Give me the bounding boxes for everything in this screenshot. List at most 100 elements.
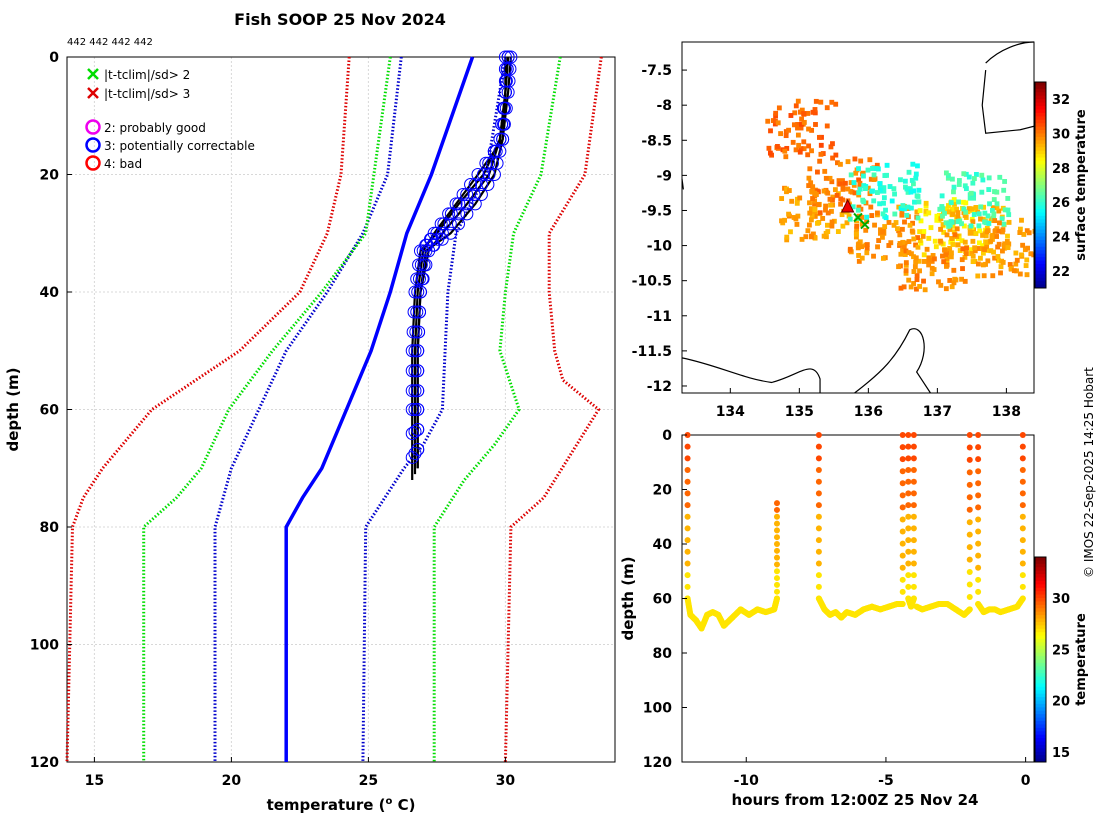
map-frame (681, 41, 1035, 394)
colorbar-swatch (1035, 717, 1046, 722)
colorbar-swatch (1035, 594, 1046, 599)
sst-cell (1002, 179, 1008, 184)
sst-cell (795, 125, 801, 131)
sst-cell (995, 254, 1001, 259)
sst-cell (911, 188, 917, 194)
sample-point (1019, 432, 1026, 438)
sst-cell (1006, 241, 1012, 247)
sst-cell (825, 229, 831, 235)
sst-cell (1000, 227, 1006, 233)
sst-cell (970, 219, 976, 225)
sst-cell (921, 259, 927, 264)
sst-cell (853, 170, 859, 176)
colorbar-swatch (1035, 731, 1046, 736)
sst-cell (981, 204, 987, 210)
sst-cell (990, 205, 996, 211)
observed-cast-2-line (416, 57, 507, 469)
colorbar-swatch (1035, 253, 1046, 258)
qc-flag-circle (416, 272, 430, 286)
sst-cell (1024, 257, 1030, 263)
sst-cell (933, 244, 939, 250)
sst-cell (962, 254, 968, 260)
sst-cell (871, 172, 877, 178)
colorbar-swatch (1035, 136, 1046, 141)
legend-cross-marker (87, 68, 99, 80)
sst-cell (869, 188, 875, 194)
sst-cell (838, 201, 844, 207)
y-tick-label: -7.5 (641, 63, 672, 79)
sample-point (905, 490, 912, 497)
sample-point (966, 581, 973, 588)
sst-cell (782, 217, 788, 223)
colorbar-swatch (1035, 164, 1046, 169)
sst-cell (947, 226, 953, 232)
sst-cell (913, 175, 919, 181)
colorbar-swatch (1035, 270, 1046, 275)
sst-cell (822, 168, 828, 174)
sample-point (905, 513, 912, 520)
sample-point (815, 560, 822, 567)
sst-cell (923, 208, 929, 214)
sst-cell (784, 189, 789, 195)
sample-point (975, 528, 982, 535)
colorbar-swatch (1035, 181, 1046, 186)
qc-flag-circle (434, 217, 448, 231)
sst-cell (861, 199, 867, 205)
sample-point (684, 513, 691, 520)
sst-cell (955, 210, 961, 216)
sst-cell (827, 175, 833, 181)
unit-suffix: C) (392, 796, 415, 814)
sst-cell (857, 239, 863, 245)
sst-cell (942, 210, 947, 216)
sst-cell (779, 218, 784, 224)
sst-cell (905, 204, 911, 210)
sst-cell (775, 120, 781, 126)
sample-point (773, 527, 780, 534)
sst-cell (955, 242, 961, 248)
sample-point (815, 490, 822, 497)
colorbar-swatch (1035, 635, 1046, 640)
sample-point (899, 444, 906, 451)
sst-cell (992, 189, 997, 195)
sst-cell (911, 281, 916, 286)
sst-cell (827, 196, 833, 202)
sst-cell (824, 105, 830, 111)
sst-cell (829, 179, 835, 185)
sample-point (684, 560, 691, 567)
sample-point (905, 502, 912, 509)
sst-cell (1021, 231, 1027, 237)
sst-cell (793, 103, 799, 109)
sst-cell (942, 247, 947, 253)
sst-cell (991, 249, 996, 255)
sample-point (899, 468, 906, 475)
sst-cell (810, 184, 816, 190)
sample-point (899, 480, 906, 487)
sst-cell (1025, 245, 1030, 251)
colorbar-swatch (1035, 226, 1046, 231)
sample-point (966, 456, 973, 463)
colorbar-swatch (1035, 109, 1046, 114)
sst-cell (949, 236, 955, 241)
sample-point (966, 556, 973, 563)
sst-cell (880, 255, 886, 261)
sst-cell (886, 243, 892, 248)
colorbar-swatch (1035, 274, 1046, 279)
sst-cell (1000, 259, 1006, 265)
colorbar-swatch (1035, 250, 1046, 255)
colorbar-swatch (1035, 632, 1046, 637)
sst-cell (996, 228, 1002, 234)
sst-cell (902, 219, 907, 225)
colorbar-swatch (1035, 639, 1046, 643)
y-tick-label: 100 (30, 638, 59, 654)
colorbar-swatch (1035, 188, 1046, 193)
sst-cell (954, 206, 960, 212)
sst-cell (883, 207, 888, 213)
colorbar-swatch (1035, 95, 1046, 100)
sample-point (910, 478, 917, 485)
sample-point (684, 583, 691, 590)
sst-cell (871, 198, 877, 204)
sst-cell (809, 148, 814, 154)
sst-cell (992, 218, 998, 224)
sst-cell (996, 241, 1002, 247)
sst-cell (906, 169, 912, 175)
